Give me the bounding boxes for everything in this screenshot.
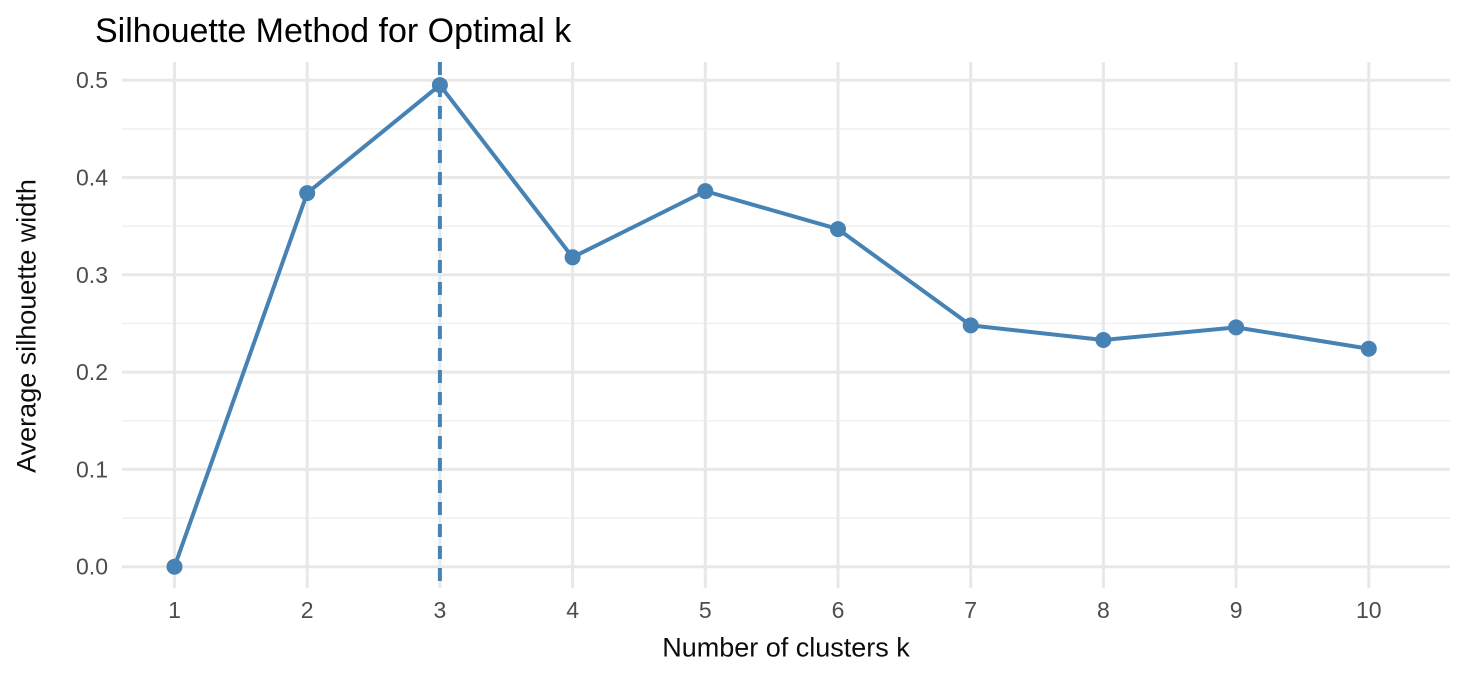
data-point	[697, 183, 714, 200]
data-point	[1095, 331, 1112, 348]
y-tick-label: 0.4	[76, 165, 108, 191]
y-tick-label: 0.2	[76, 359, 108, 385]
y-tick-label: 0.5	[76, 67, 108, 93]
x-tick-label: 6	[832, 597, 845, 623]
data-point	[564, 249, 581, 266]
data-point	[431, 77, 448, 94]
y-tick-label: 0.3	[76, 262, 108, 288]
x-tick-label: 10	[1356, 597, 1382, 623]
data-point	[1228, 319, 1245, 336]
data-point	[962, 317, 979, 334]
x-tick-label: 4	[566, 597, 579, 623]
data-point	[166, 558, 183, 575]
x-tick-label: 1	[168, 597, 181, 623]
y-axis-title: Average silhouette width	[11, 179, 42, 473]
x-tick-label: 2	[301, 597, 314, 623]
x-tick-label: 9	[1230, 597, 1243, 623]
x-tick-label: 7	[964, 597, 977, 623]
x-tick-label: 8	[1097, 597, 1110, 623]
data-point	[1360, 340, 1377, 357]
y-tick-label: 0.0	[76, 554, 108, 580]
x-axis-title: Number of clusters k	[662, 632, 910, 663]
data-point	[299, 185, 316, 202]
y-tick-label: 0.1	[76, 456, 108, 482]
series-line	[172, 83, 1371, 569]
chart-title: Silhouette Method for Optimal k	[95, 12, 572, 50]
data-point	[830, 221, 846, 238]
x-tick-label: 5	[699, 597, 712, 623]
x-tick-label: 3	[434, 597, 447, 623]
